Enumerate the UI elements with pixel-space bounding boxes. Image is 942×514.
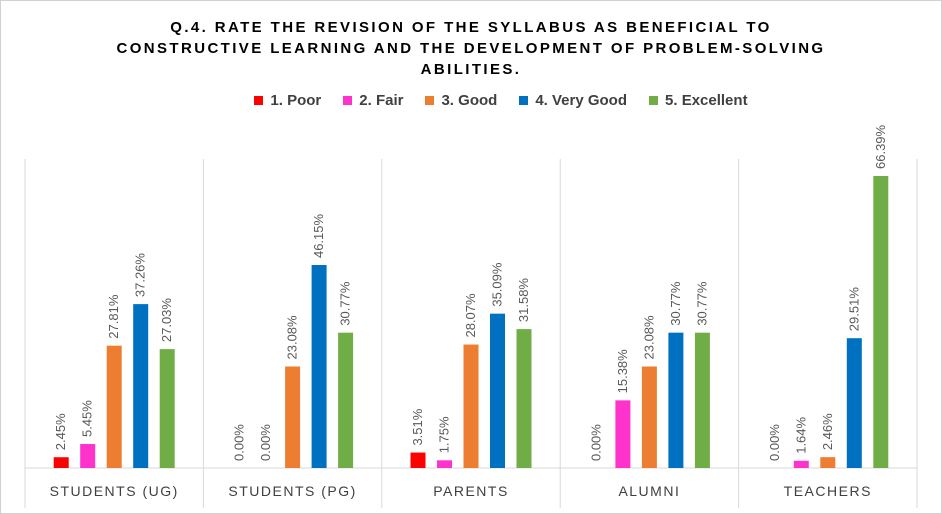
data-label: 3.51%	[410, 408, 425, 445]
data-label: 31.58%	[516, 278, 531, 323]
bar	[437, 460, 452, 468]
x-tick-label: TEACHERS	[784, 483, 872, 499]
bar	[410, 452, 426, 468]
legend-item-poor: 1. Poor	[254, 90, 321, 110]
x-tick-label: STUDENTS (UG)	[50, 483, 179, 499]
bar	[463, 344, 479, 468]
bar	[53, 457, 69, 468]
data-label: 0.00%	[258, 424, 273, 461]
bar	[820, 457, 836, 468]
legend-item-very-good: 4. Very Good	[519, 90, 627, 110]
bar	[846, 338, 862, 468]
data-label: 28.07%	[463, 293, 478, 338]
bar	[873, 176, 889, 468]
data-label: 2.45%	[53, 413, 68, 450]
data-label: 0.00%	[767, 424, 782, 461]
bar	[641, 366, 657, 468]
data-label: 66.39%	[873, 124, 888, 169]
bar	[516, 329, 532, 468]
data-label: 1.75%	[437, 416, 452, 453]
data-label: 2.46%	[820, 413, 835, 450]
data-label: 0.00%	[588, 424, 603, 461]
title-line-3: ABILITIES.	[420, 61, 522, 78]
bar	[285, 366, 301, 468]
data-label: 30.77%	[694, 281, 709, 326]
x-tick-label: STUDENTS (PG)	[228, 483, 356, 499]
data-label: 15.38%	[615, 349, 630, 394]
title-line-2: CONSTRUCTIVE LEARNING AND THE DEVELOPMEN…	[116, 40, 826, 57]
legend-swatch-good	[425, 95, 435, 105]
legend-item-fair: 2. Fair	[343, 90, 403, 110]
legend-label-fair: 2. Fair	[359, 91, 404, 109]
legend-label-poor: 1. Poor	[270, 91, 322, 109]
chart-title: Q.4. RATE THE REVISION OF THE SYLLABUS A…	[1, 17, 941, 80]
data-label: 35.09%	[490, 262, 505, 307]
title-line-1: Q.4. RATE THE REVISION OF THE SYLLABUS A…	[170, 19, 772, 36]
bar	[668, 332, 684, 468]
bar	[490, 313, 505, 468]
bar	[311, 265, 327, 468]
data-label: 27.03%	[159, 298, 174, 343]
data-label: 46.15%	[311, 213, 326, 258]
bar	[793, 460, 809, 468]
legend-label-excellent: 5. Excellent	[665, 91, 748, 109]
bar	[338, 332, 354, 468]
bar	[615, 400, 631, 468]
bar	[106, 345, 122, 468]
bar	[159, 349, 175, 468]
data-label: 0.00%	[232, 424, 247, 461]
data-label: 23.08%	[641, 315, 656, 360]
legend-label-good: 3. Good	[441, 91, 498, 109]
data-label: 30.77%	[668, 281, 683, 326]
bar	[133, 304, 149, 468]
legend-swatch-excellent	[649, 95, 659, 105]
data-label: 37.26%	[133, 253, 148, 298]
data-label: 1.64%	[793, 416, 808, 453]
legend-swatch-fair	[343, 95, 353, 105]
data-label: 29.51%	[846, 287, 861, 332]
data-label: 5.45%	[80, 400, 95, 437]
legend-swatch-very-good	[519, 95, 529, 105]
legend-swatch-poor	[254, 95, 264, 105]
legend: 1. Poor 2. Fair 3. Good 4. Very Good 5. …	[1, 90, 941, 110]
legend-label-very-good: 4. Very Good	[535, 91, 628, 109]
data-label: 27.81%	[106, 294, 121, 339]
data-label: 23.08%	[285, 315, 300, 360]
bar	[694, 332, 710, 468]
data-label: 30.77%	[338, 281, 353, 326]
x-tick-label: ALUMNI	[618, 483, 680, 499]
x-tick-label: PARENTS	[433, 483, 509, 499]
legend-item-excellent: 5. Excellent	[649, 90, 748, 110]
bar	[80, 444, 96, 468]
legend-item-good: 3. Good	[425, 90, 497, 110]
